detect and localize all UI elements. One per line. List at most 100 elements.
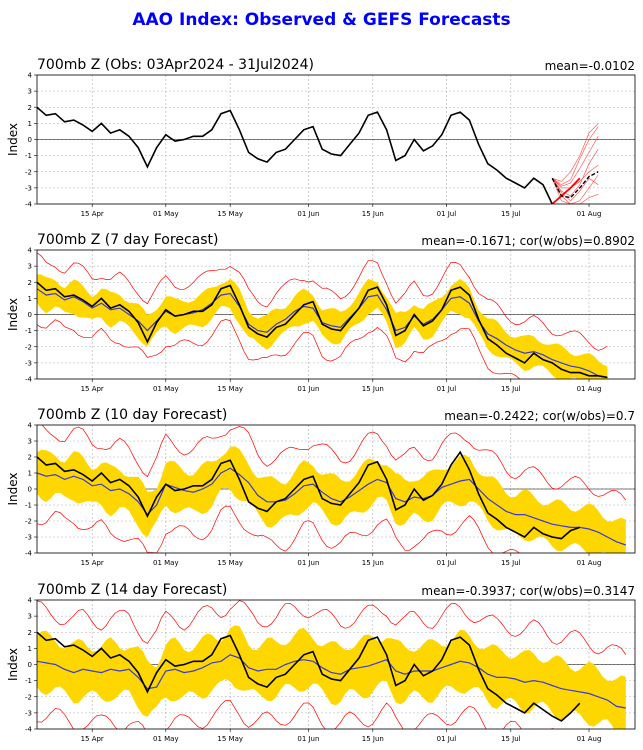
panel-title-7day: 700mb Z (7 day Forecast) <box>37 232 219 248</box>
ensemble-member-line <box>552 136 599 187</box>
y-tick-label: 2 <box>28 454 32 462</box>
y-tick-label: -2 <box>25 168 32 176</box>
x-tick-label: 01 Jul <box>437 210 457 218</box>
y-tick-label: 4 <box>28 422 33 430</box>
panel-title-10day: 700mb Z (10 day Forecast) <box>37 407 228 423</box>
y-tick-label: -3 <box>25 184 32 192</box>
y-tick-label: 3 <box>28 438 32 446</box>
x-tick-label: 01 Jul <box>437 559 457 567</box>
y-tick-label: 4 <box>28 247 33 255</box>
y-tick-label: -3 <box>25 709 32 717</box>
panel-title-obs: 700mb Z (Obs: 03Apr2024 - 31Jul2024) <box>37 57 314 73</box>
y-tick-label: 2 <box>28 104 32 112</box>
y-tick-label: -3 <box>25 359 32 367</box>
y-tick-label: -1 <box>25 327 32 335</box>
x-tick-label: 01 Aug <box>577 735 602 743</box>
y-tick-label: 2 <box>28 279 32 287</box>
y-tick-label: 3 <box>28 263 32 271</box>
upper-extreme-line <box>41 425 627 501</box>
y-tick-label: 3 <box>28 613 32 621</box>
y-tick-label: -3 <box>25 534 32 542</box>
x-tick-label: 15 Apr <box>81 385 104 393</box>
y-axis-label: Index <box>6 298 20 331</box>
x-tick-label: 15 Jun <box>362 210 384 218</box>
x-tick-label: 01 Jun <box>297 735 319 743</box>
x-tick-label: 15 Apr <box>81 559 104 567</box>
x-tick-label: 15 Jul <box>501 385 521 393</box>
y-tick-label: 2 <box>28 629 32 637</box>
y-tick-label: -1 <box>25 152 32 160</box>
x-tick-label: 15 Jun <box>362 385 384 393</box>
x-tick-label: 01 May <box>153 210 179 218</box>
panel-stats-10day: mean=-0.2422; cor(w/obs)=0.7 <box>444 409 635 423</box>
observed-line <box>37 106 553 204</box>
y-tick-label: -4 <box>25 550 33 558</box>
x-tick-label: 01 Jul <box>437 735 457 743</box>
y-axis-label: Index <box>6 472 20 505</box>
y-tick-label: 1 <box>28 120 32 128</box>
y-tick-label: -1 <box>25 677 32 685</box>
plot-area <box>37 106 635 204</box>
x-tick-label: 15 Jun <box>362 559 384 567</box>
spread-band <box>37 446 626 553</box>
x-tick-label: 01 Jun <box>297 210 319 218</box>
plot-area <box>37 600 635 729</box>
y-tick-label: 1 <box>28 645 32 653</box>
observed-line <box>37 450 581 540</box>
plot-area <box>37 425 635 553</box>
ensemble-member-line <box>551 165 599 189</box>
plot-area <box>37 252 635 379</box>
ensemble-member-line <box>551 177 599 202</box>
observed-recent-line <box>551 177 581 204</box>
lower-extreme-line <box>37 699 556 729</box>
lower-extreme-line <box>37 319 521 379</box>
x-tick-label: 01 Aug <box>577 559 602 567</box>
y-tick-label: 0 <box>28 311 32 319</box>
ensemble-member-line <box>551 149 599 197</box>
y-axis-label: Index <box>6 123 20 156</box>
y-tick-label: 0 <box>28 661 32 669</box>
panel-stats-14day: mean=-0.3937; cor(w/obs)=0.3147 <box>421 584 635 598</box>
y-tick-label: -2 <box>25 518 32 526</box>
x-tick-label: 01 Aug <box>577 385 602 393</box>
y-tick-label: 4 <box>28 72 33 80</box>
ensemble-mean-line <box>37 654 626 709</box>
main-title: AAO Index: Observed & GEFS Forecasts <box>132 10 511 30</box>
x-tick-label: 15 May <box>217 735 243 743</box>
y-tick-label: -4 <box>25 726 33 734</box>
x-tick-label: 15 Jul <box>501 735 521 743</box>
observed-line <box>37 631 581 722</box>
spread-band <box>37 625 626 729</box>
x-tick-label: 15 Apr <box>81 735 104 743</box>
y-axis-label: Index <box>6 648 20 681</box>
upper-extreme-line <box>37 252 608 351</box>
x-tick-label: 15 Apr <box>81 210 104 218</box>
x-tick-label: 15 Jun <box>362 735 384 743</box>
x-tick-label: 15 Jul <box>501 210 521 218</box>
y-tick-label: 3 <box>28 88 32 96</box>
x-tick-label: 01 Aug <box>577 210 602 218</box>
y-tick-label: -2 <box>25 693 32 701</box>
y-tick-label: 4 <box>28 597 33 605</box>
y-tick-label: -4 <box>25 376 33 384</box>
ensemble-mean-line <box>37 467 626 546</box>
lower-extreme-line <box>37 505 521 553</box>
y-tick-label: -4 <box>25 201 33 209</box>
y-tick-label: 1 <box>28 295 32 303</box>
y-tick-label: 0 <box>28 136 32 144</box>
panel-stats-obs: mean=-0.0102 <box>544 59 635 73</box>
x-tick-label: 01 May <box>153 385 179 393</box>
x-tick-label: 01 Jun <box>297 385 319 393</box>
panel-stats-7day: mean=-0.1671; cor(w/obs)=0.8902 <box>421 234 635 248</box>
ensemble-member-line <box>551 174 599 204</box>
x-tick-label: 15 May <box>217 559 243 567</box>
x-tick-label: 15 May <box>217 210 243 218</box>
upper-extreme-line <box>37 600 627 655</box>
y-tick-label: 1 <box>28 470 32 478</box>
ensemble-member-line <box>552 123 599 182</box>
y-tick-label: -1 <box>25 502 32 510</box>
x-tick-label: 01 Jul <box>437 385 457 393</box>
observed-line <box>37 281 608 379</box>
x-tick-label: 01 May <box>153 735 179 743</box>
